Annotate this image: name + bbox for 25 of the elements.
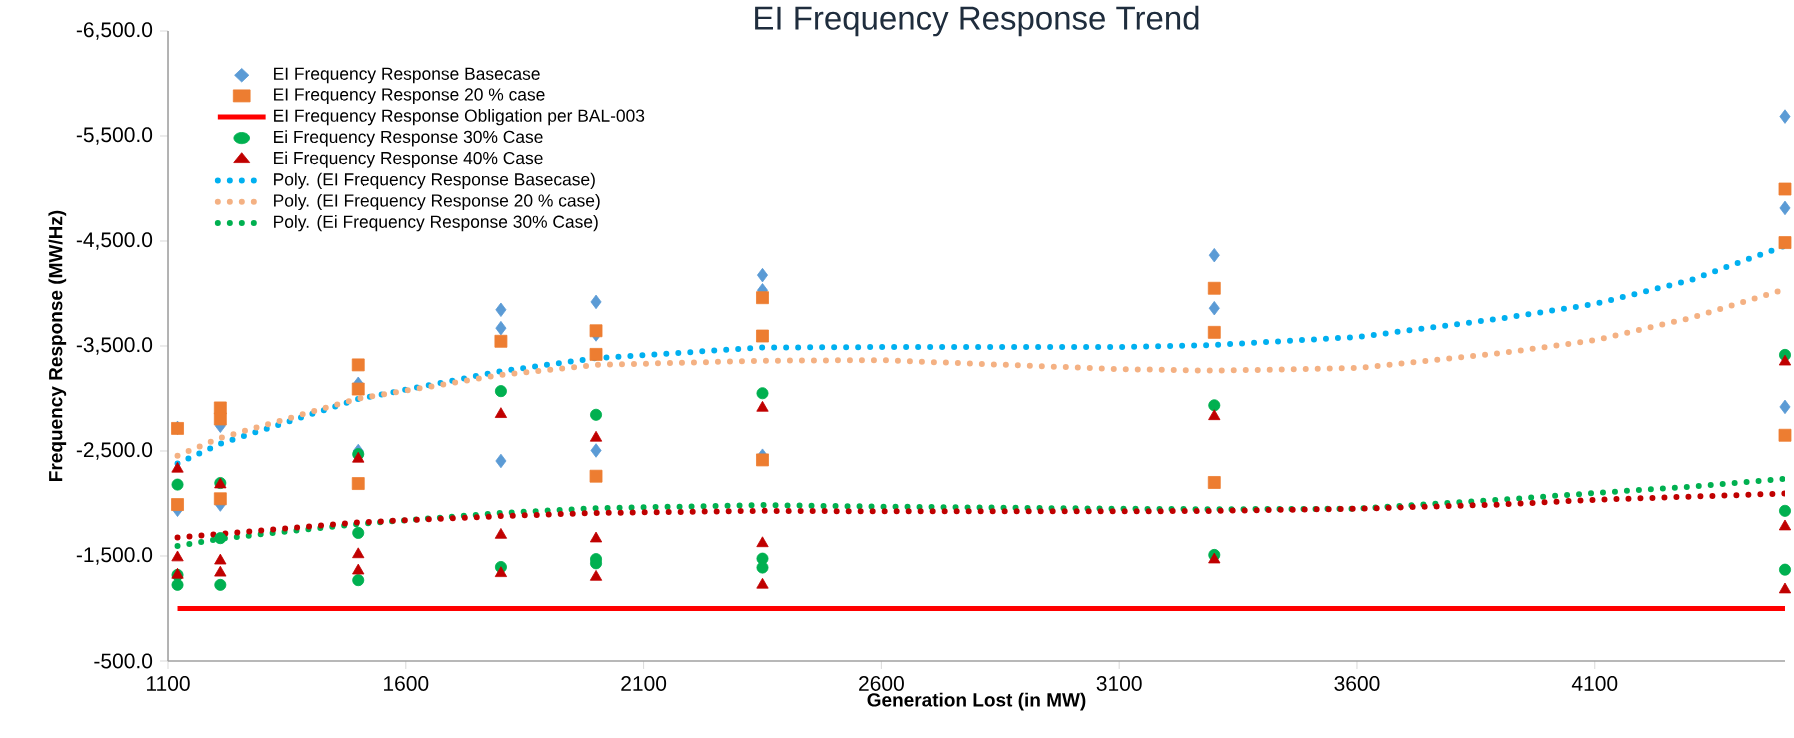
legend-label: Ei Frequency Response 40% Case xyxy=(274,151,543,168)
legend-label: EI Frequency Response Obligation per BAL-003 xyxy=(274,109,645,126)
x-axis-title: Generation Lost (in MW) xyxy=(867,692,1086,711)
y-tick-label: -2,500.0 xyxy=(76,442,153,460)
x-tick-label: 1100 xyxy=(147,676,190,691)
y-tick-label: -5,500.0 xyxy=(76,127,153,145)
y-tick-label: -1,500.0 xyxy=(76,547,153,565)
y-tick-label: -4,500.0 xyxy=(76,232,153,250)
x-tick-label: 2600 xyxy=(859,676,904,691)
x-tick-label: 2100 xyxy=(621,676,667,691)
x-tick-label: 1600 xyxy=(384,676,429,691)
legend-label: Poly. (Ei Frequency Response 30% Case) xyxy=(274,215,598,232)
legend-label: Poly. (EI Frequency Response 20 % case) xyxy=(274,193,600,211)
x-tick-label: 3600 xyxy=(1334,676,1380,691)
x-tick-label: 3100 xyxy=(1096,676,1142,691)
legend-label: Ei Frequency Response 30% Case xyxy=(274,130,543,147)
legend-label: Poly. (EI Frequency Response Basecase) xyxy=(274,172,595,189)
x-tick-label: 4100 xyxy=(1571,676,1618,691)
legend-label: EI Frequency Response Basecase xyxy=(274,67,540,84)
y-axis-title: Frequency Response (MW/Hz) xyxy=(48,210,67,481)
y-tick-label: -6,500.0 xyxy=(76,22,153,40)
y-tick-label: -3,500.0 xyxy=(76,337,153,355)
chart-title: EI Frequency Response Trend xyxy=(755,5,1199,37)
y-tick-label: -500.0 xyxy=(94,653,153,669)
legend-label: EI Frequency Response 20 % case xyxy=(274,88,545,105)
